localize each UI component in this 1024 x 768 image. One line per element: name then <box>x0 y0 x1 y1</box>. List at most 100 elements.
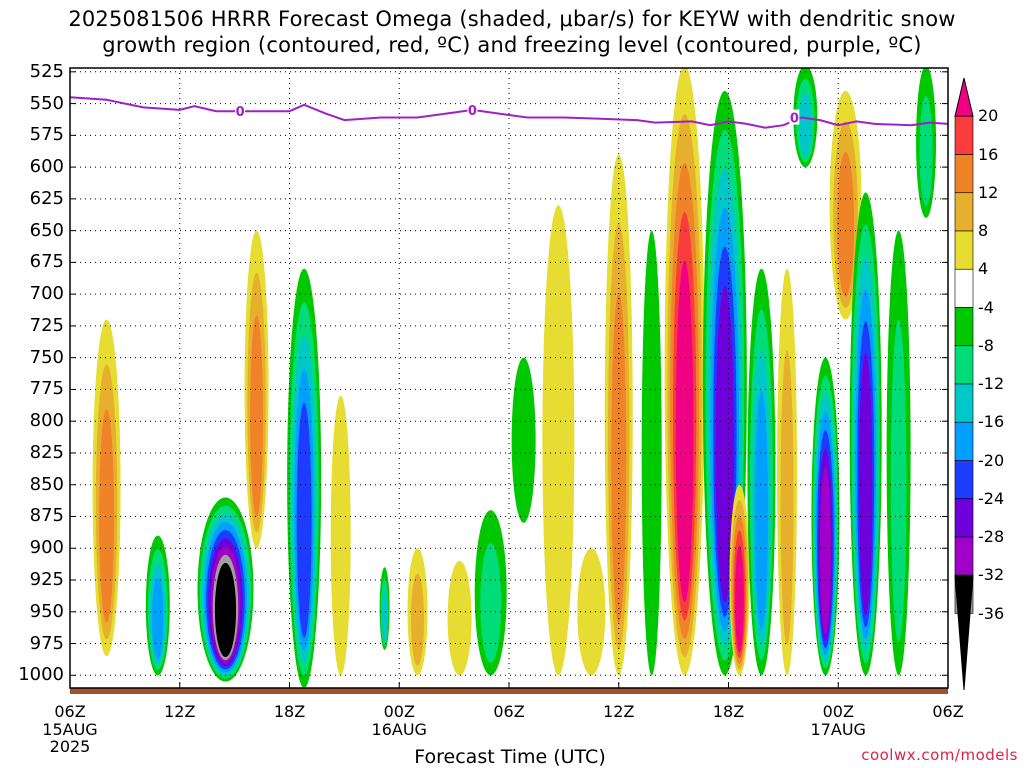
y-tick-label: 800 <box>29 410 64 432</box>
shade-level--36 <box>214 562 237 658</box>
colorbar-label: 12 <box>978 182 999 202</box>
omega-feature-20 <box>777 268 798 676</box>
shade-level--24 <box>859 353 873 615</box>
shade-level--4 <box>641 230 662 676</box>
omega-feature-2 <box>145 535 170 676</box>
omega-feature-19 <box>747 268 776 676</box>
y-tick-label: 775 <box>29 378 64 400</box>
credit-link[interactable]: coolwx.com/models <box>861 746 1018 764</box>
y-tick-label: 1000 <box>18 664 64 686</box>
colorbar-label: -16 <box>978 412 1005 432</box>
shade-level--16 <box>754 390 769 630</box>
shade-level-12 <box>99 409 115 623</box>
omega-feature-13 <box>577 548 606 676</box>
y-tick-label: 975 <box>29 632 64 654</box>
colorbar-label: -24 <box>978 488 1005 508</box>
x-tick-label: 18Z <box>712 702 745 721</box>
x-tick-label: 12Z <box>603 702 635 721</box>
shade-level--8 <box>890 319 907 642</box>
y-tick-label: 900 <box>29 537 64 559</box>
omega-feature-22 <box>811 357 840 676</box>
y-tick-label: 600 <box>29 156 64 178</box>
y-tick-label: 950 <box>29 600 64 622</box>
x-tick-sublabel: 15AUG <box>42 720 98 739</box>
colorbar-bottom-arrow <box>954 574 974 691</box>
y-tick-label: 575 <box>29 124 64 146</box>
y-tick-label: 825 <box>29 441 64 463</box>
shade-level--20 <box>296 402 312 638</box>
shade-level--16 <box>152 577 164 660</box>
colorbar-swatch <box>954 383 974 423</box>
y-tick-label: 875 <box>29 505 64 527</box>
colorbar-label: -4 <box>978 297 994 317</box>
colorbar-label: -20 <box>978 450 1005 470</box>
freezing-level-label: 0 <box>790 112 799 127</box>
x-tick-sublabel: 2025 <box>49 737 91 756</box>
title-line-1: 2025081506 HRRR Forecast Omega (shaded, … <box>68 7 956 31</box>
colorbar-swatch <box>954 460 974 500</box>
colorbar-label: 20 <box>978 106 999 126</box>
freezing-label-bg <box>467 101 478 117</box>
plot-frame <box>69 67 949 689</box>
y-tick-label: 550 <box>29 92 64 114</box>
omega-feature-4 <box>244 230 269 549</box>
omega-feature-12 <box>542 205 575 676</box>
shade-level--8 <box>480 543 502 663</box>
shade-level-12 <box>250 315 263 517</box>
colorbar-swatch <box>954 154 974 194</box>
shade-level-4 <box>577 548 606 676</box>
y-tick-label: 650 <box>29 219 64 241</box>
colorbar-swatch <box>954 307 974 347</box>
shade-level-8 <box>780 350 794 645</box>
shade-level--12 <box>798 92 812 157</box>
colorbar-top-arrow <box>954 77 974 117</box>
colorbar-swatch <box>954 268 974 308</box>
y-tick-label: 675 <box>29 251 64 273</box>
omega-feature-18 <box>729 484 750 676</box>
colorbar-label: -36 <box>978 603 1005 623</box>
shade-level--8 <box>919 95 933 207</box>
colorbar-swatch <box>954 421 974 461</box>
omega-feature-25 <box>886 230 911 676</box>
shade-level-12 <box>837 151 855 297</box>
shade-level-4 <box>330 395 351 676</box>
x-tick-label: 00Z <box>383 702 415 721</box>
shade-level--4 <box>511 357 536 523</box>
omega-feature-7 <box>379 567 390 650</box>
y-tick-label: 725 <box>29 314 64 336</box>
colorbar-swatch <box>954 498 974 538</box>
shading-layer <box>92 68 937 688</box>
omega-feature-11 <box>511 357 536 523</box>
shade-level-4 <box>542 205 575 676</box>
title-line-2: growth region (contoured, red, ºC) and f… <box>102 33 922 57</box>
x-tick-label: 06Z <box>493 702 525 721</box>
shade-level-20 <box>735 545 744 653</box>
x-tick-sublabel: 17AUG <box>810 720 866 739</box>
y-tick-label: 925 <box>29 569 64 590</box>
x-tick-label: 00Z <box>822 702 854 721</box>
freezing-level-label: 0 <box>236 105 245 120</box>
omega-feature-6 <box>330 395 351 676</box>
y-tick-label: 525 <box>29 60 64 82</box>
colorbar-swatch <box>954 115 974 155</box>
y-tick-label: 625 <box>29 187 64 209</box>
omega-feature-26 <box>916 68 937 218</box>
shade-level-20 <box>675 260 694 603</box>
shade-level--12 <box>381 589 388 642</box>
colorbar-label: -28 <box>978 527 1005 546</box>
shade-level-8 <box>411 573 425 666</box>
x-tick-label: 06Z <box>932 702 964 721</box>
chart-title: 2025081506 HRRR Forecast Omega (shaded, … <box>0 6 1024 58</box>
omega-feature-3 <box>197 497 254 682</box>
omega-feature-8 <box>407 548 428 676</box>
x-tick-label: 12Z <box>164 702 196 721</box>
shade-level--24 <box>715 285 735 603</box>
colorbar-swatch <box>954 192 974 232</box>
ground-strip <box>70 688 948 694</box>
colorbar-label: 4 <box>978 259 989 279</box>
colorbar-label: -8 <box>978 335 994 355</box>
x-tick-label: 18Z <box>273 702 306 721</box>
shade-level--28 <box>819 466 832 635</box>
omega-feature-5 <box>287 268 322 688</box>
